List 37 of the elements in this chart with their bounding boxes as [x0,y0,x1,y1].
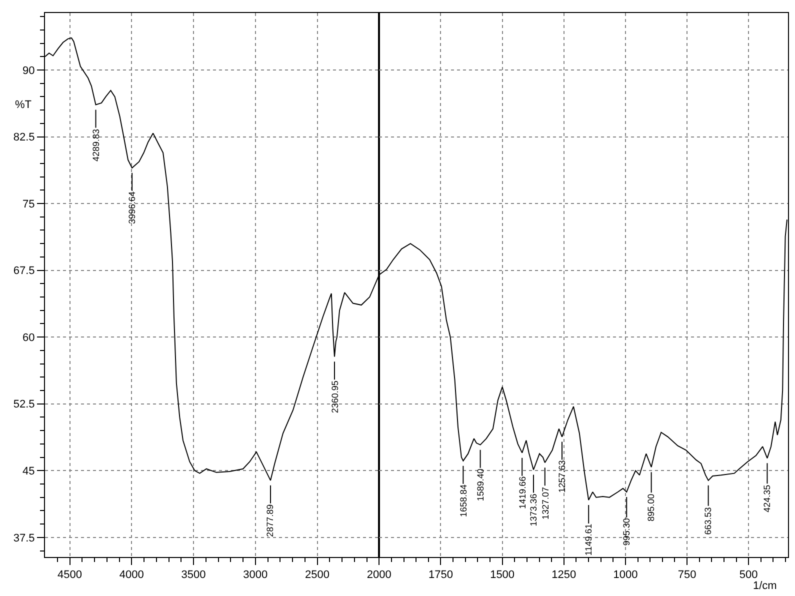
annotation: 4289.83 [91,128,102,162]
x-tick-label: 500 [739,569,758,582]
x-tick-label: 750 [678,569,696,582]
x-tick-label: 1250 [552,569,576,582]
x-tick-label: 1000 [613,569,638,582]
y-tick-label: 82.5 [13,132,35,144]
y-tick-label: 67.5 [13,265,35,278]
y-tick-label: 60 [22,332,35,344]
x-tick-label: 1750 [428,569,453,582]
annotation: 424.35 [762,484,772,512]
annotation: 1589.40 [475,468,486,502]
annotation: 663.53 [702,507,713,535]
annotation: 1149.61 [584,524,594,556]
annotation: 1658.84 [458,484,468,518]
x-tick-label: 4500 [58,569,82,582]
annotation: 895.00 [646,494,656,522]
annotation: 3996.64 [127,191,138,224]
annotation: 1257.63 [557,460,568,493]
y-axis-title: %T [15,99,32,111]
y-tick-label: 52.5 [13,398,35,411]
x-axis-title: 1/cm [753,580,777,592]
x-tick-label: 2500 [305,569,330,582]
x-tick-label: 4000 [119,569,144,582]
x-tick-label: 3500 [181,569,206,582]
annotation: 1373.36 [528,494,539,526]
annotation: 1419.66 [517,476,528,509]
annotation: 1327.07 [540,486,550,520]
y-tick-label: 75 [22,198,35,210]
y-tick-label: 37.5 [13,532,35,544]
annotation: 2877.89 [265,504,276,537]
x-tick-label: 2000 [366,569,392,582]
annotation: 2360.95 [330,380,340,414]
x-tick-label: 3000 [243,569,268,582]
y-tick-label: 45 [22,465,35,478]
x-tick-label: 1500 [490,569,515,582]
annotation: 995.30 [622,518,632,546]
y-tick-label: 90 [22,64,35,77]
